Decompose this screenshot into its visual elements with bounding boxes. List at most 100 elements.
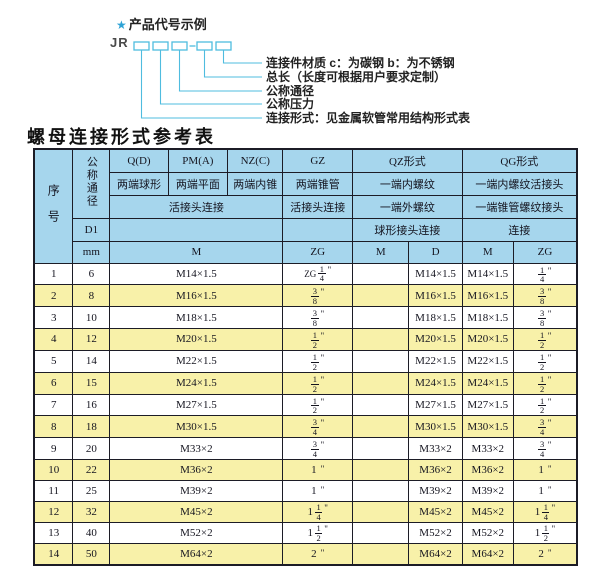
- cell-qg-zg: 1 1 4 ": [512, 501, 578, 524]
- cell-qz-d: M52×2: [408, 522, 463, 545]
- code-label-length: 总长（长度可根据用户要求定制）: [266, 70, 447, 84]
- cell-seq: 5: [33, 349, 74, 373]
- cell-seq: 8: [33, 415, 74, 439]
- cell-gz-zg: 3 8 ": [282, 306, 354, 330]
- cell-qz-d: M39×2: [408, 480, 463, 503]
- cell-qz-m: [352, 328, 410, 351]
- cell-seq: 14: [33, 543, 74, 566]
- header-col-nz: NZ(C): [227, 148, 284, 173]
- cell-qz-m: [352, 543, 410, 566]
- header-qz-m: M: [352, 240, 410, 264]
- code-boxes: [133, 41, 232, 51]
- cell-qg-m: M14×1.5: [461, 262, 514, 286]
- cell-qz-m: [352, 262, 410, 286]
- header-empty-left: [109, 217, 284, 242]
- table-row: 6 15 M24×1.5 1 2 " M24×1.5 M24×1.5 1 2 ": [33, 371, 578, 395]
- cell-qz-m: [352, 501, 410, 524]
- cell-qg-m: M52×2: [461, 522, 514, 545]
- cell-qg-zg: 1 1 2 ": [512, 522, 578, 545]
- cell-qg-m: M16×1.5: [461, 284, 514, 308]
- cell-gz-zg: 3 8 ": [282, 284, 354, 308]
- header-mm: mm: [72, 240, 111, 264]
- cell-dn: 6: [72, 262, 111, 286]
- cell-qg-m: M45×2: [461, 501, 514, 524]
- header-zg-gz: ZG: [282, 240, 354, 264]
- header-col-q: Q(D): [109, 148, 169, 173]
- cell-gz-zg: 1 2 ": [282, 328, 354, 351]
- cell-qz-m: [352, 371, 410, 395]
- header-qz-sub2: 一端外螺纹: [352, 194, 463, 219]
- cell-qz-m: [352, 522, 410, 545]
- cell-m-thread: M22×1.5: [109, 349, 284, 373]
- cell-qz-m: [352, 393, 410, 417]
- cell-qg-zg: 3 4 ": [512, 437, 578, 461]
- cell-qg-m: M24×1.5: [461, 371, 514, 395]
- cell-seq: 12: [33, 501, 74, 524]
- cell-qz-m: [352, 284, 410, 308]
- cell-gz-zg: 3 4 ": [282, 437, 354, 461]
- cell-dn: 8: [72, 284, 111, 308]
- cell-m-thread: M33×2: [109, 437, 284, 461]
- cell-qg-zg: 1 4 ": [512, 262, 578, 286]
- cell-qz-d: M24×1.5: [408, 371, 463, 395]
- cell-qz-d: M16×1.5: [408, 284, 463, 308]
- cell-gz-zg: 2 ": [282, 543, 354, 566]
- table-row: 4 12 M20×1.5 1 2 " M20×1.5 M20×1.5 1 2 ": [33, 328, 578, 351]
- header-seq: 序号: [33, 148, 74, 264]
- cell-seq: 13: [33, 522, 74, 545]
- cell-m-thread: M30×1.5: [109, 415, 284, 439]
- cell-qg-m: M33×2: [461, 437, 514, 461]
- cell-gz-zg: 1 2 ": [282, 371, 354, 395]
- cell-qg-m: M36×2: [461, 459, 514, 482]
- cell-qz-m: [352, 306, 410, 330]
- cell-qz-d: M30×1.5: [408, 415, 463, 439]
- header-qz-connection: 球形接头连接: [352, 217, 463, 242]
- cell-dn: 50: [72, 543, 111, 566]
- table-row: 12 32 M45×2 1 1 4 " M45×2 M45×2 1 1 4 ": [33, 501, 578, 524]
- cell-m-thread: M36×2: [109, 459, 284, 482]
- header-qz-d: D: [408, 240, 463, 264]
- cell-m-thread: M45×2: [109, 501, 284, 524]
- cell-seq: 9: [33, 437, 74, 461]
- cell-qg-m: M18×1.5: [461, 306, 514, 330]
- cell-gz-zg: 3 4 ": [282, 415, 354, 439]
- diagram-heading-text: 产品代号示例: [128, 17, 207, 32]
- code-label-pressure: 公称压力: [266, 97, 315, 111]
- table-row: 9 20 M33×2 3 4 " M33×2 M33×2 3 4 ": [33, 437, 578, 461]
- cell-m-thread: M27×1.5: [109, 393, 284, 417]
- header-col-qz: QZ形式: [352, 148, 463, 173]
- header-col-gz: GZ: [282, 148, 354, 173]
- header-qg-sub1: 一端内螺纹活接头: [461, 171, 578, 196]
- star-icon: ★: [116, 18, 127, 32]
- cell-qg-zg: 1 2 ": [512, 328, 578, 351]
- cell-m-thread: M14×1.5: [109, 262, 284, 286]
- cell-gz-zg: 1 1 2 ": [282, 522, 354, 545]
- cell-seq: 7: [33, 393, 74, 417]
- header-m-merged: M: [109, 240, 284, 264]
- header-empty-gz: [282, 217, 354, 242]
- header-qg-m: M: [461, 240, 514, 264]
- cell-dn: 18: [72, 415, 111, 439]
- cell-gz-zg: 1 2 ": [282, 393, 354, 417]
- cell-gz-zg: 1 ": [282, 480, 354, 503]
- table-row: 13 40 M52×2 1 1 2 " M52×2 M52×2 1 1 2 ": [33, 522, 578, 545]
- header-gz-connection: 活接头连接: [282, 194, 354, 219]
- cell-dn: 10: [72, 306, 111, 330]
- leader-lines: [140, 50, 262, 119]
- table-row: 14 50 M64×2 2 " M64×2 M64×2 2 ": [33, 543, 578, 566]
- cell-m-thread: M20×1.5: [109, 328, 284, 351]
- cell-qg-zg: 3 4 ": [512, 415, 578, 439]
- header-gz-sub: 两端锥管: [282, 171, 354, 196]
- header-dn: 公称通径: [72, 148, 111, 219]
- cell-qz-d: M14×1.5: [408, 262, 463, 286]
- cell-qz-d: M64×2: [408, 543, 463, 566]
- cell-qz-d: M20×1.5: [408, 328, 463, 351]
- code-label-material: 连接件材质 c：为碳钢 b：为不锈钢: [266, 56, 455, 70]
- cell-seq: 6: [33, 371, 74, 395]
- cell-qg-zg: 1 2 ": [512, 393, 578, 417]
- cell-qg-zg: 1 2 ": [512, 349, 578, 373]
- header-left-connection: 活接头连接: [109, 194, 284, 219]
- cell-seq: 3: [33, 306, 74, 330]
- cell-qg-zg: 3 8 ": [512, 306, 578, 330]
